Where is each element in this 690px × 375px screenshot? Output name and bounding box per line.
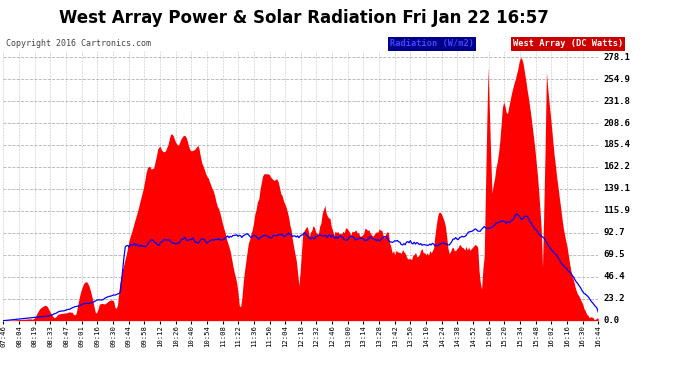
Text: 46.4: 46.4 bbox=[603, 272, 624, 281]
Text: West Array Power & Solar Radiation Fri Jan 22 16:57: West Array Power & Solar Radiation Fri J… bbox=[59, 9, 549, 27]
Text: 92.7: 92.7 bbox=[603, 228, 624, 237]
Text: 139.1: 139.1 bbox=[603, 184, 630, 194]
Text: 254.9: 254.9 bbox=[603, 75, 630, 84]
Text: 208.6: 208.6 bbox=[603, 118, 630, 128]
Text: West Array (DC Watts): West Array (DC Watts) bbox=[513, 39, 623, 48]
Text: 231.8: 231.8 bbox=[603, 96, 630, 105]
Text: Copyright 2016 Cartronics.com: Copyright 2016 Cartronics.com bbox=[6, 39, 150, 48]
Text: 278.1: 278.1 bbox=[603, 53, 630, 62]
Text: 185.4: 185.4 bbox=[603, 141, 630, 150]
Text: Radiation (W/m2): Radiation (W/m2) bbox=[390, 39, 474, 48]
Text: 23.2: 23.2 bbox=[603, 294, 624, 303]
Text: 0.0: 0.0 bbox=[603, 316, 620, 325]
Text: 162.2: 162.2 bbox=[603, 162, 630, 171]
Text: 115.9: 115.9 bbox=[603, 206, 630, 215]
Text: 69.5: 69.5 bbox=[603, 250, 624, 259]
